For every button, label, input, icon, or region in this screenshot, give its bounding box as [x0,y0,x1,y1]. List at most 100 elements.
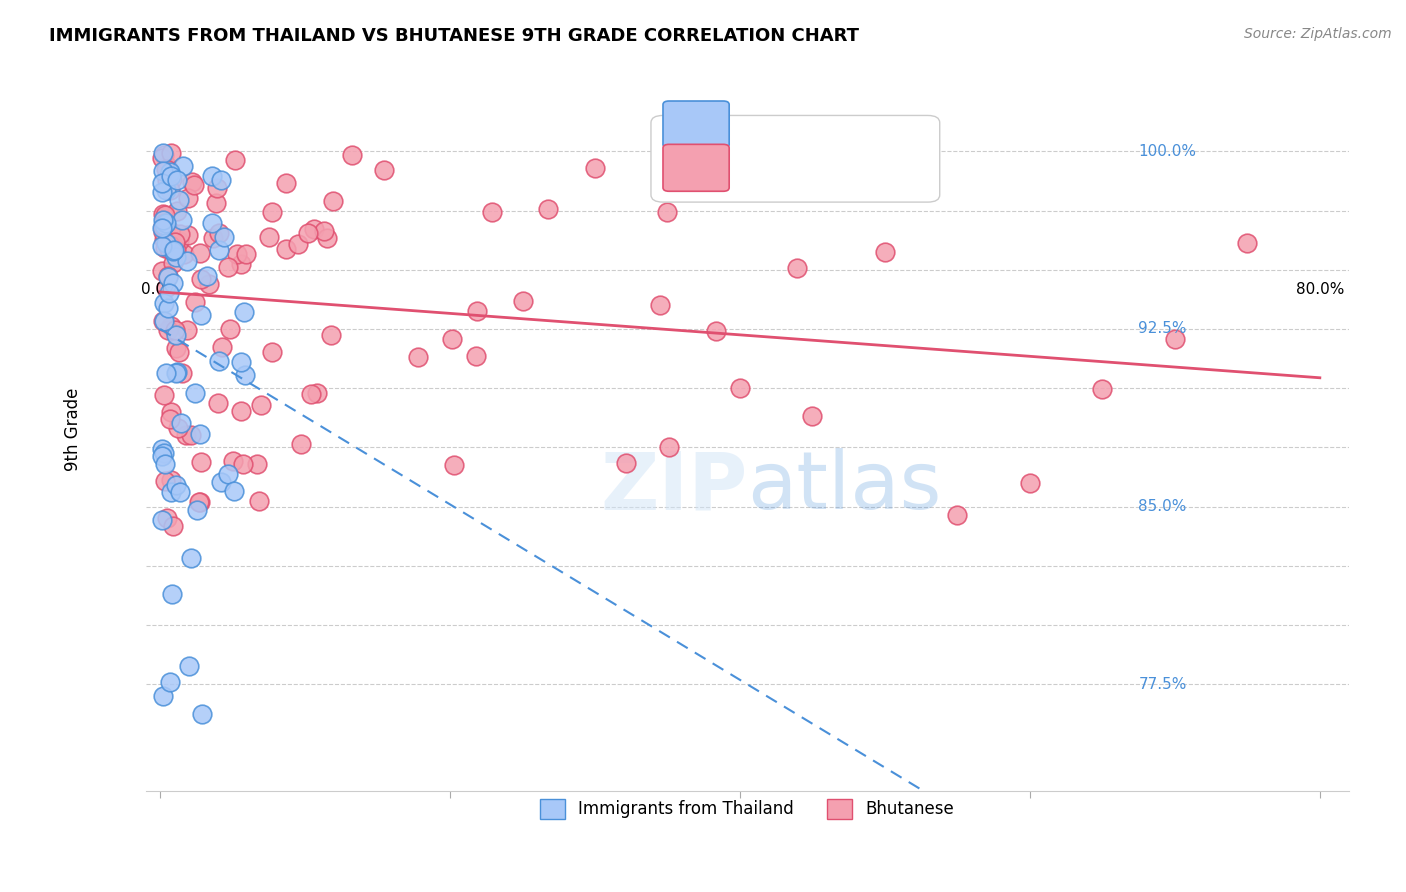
Point [232,305,254,319]
Point [172,366,194,380]
Point [786,261,808,276]
Point [155,281,177,295]
Point [201,216,224,230]
Point [152,226,174,240]
Point [207,396,229,410]
Point [190,272,212,286]
Text: N =  63: N = 63 [844,113,917,132]
Point [190,455,212,469]
Point [188,495,211,509]
Point [658,440,681,454]
Point [155,366,177,380]
FancyBboxPatch shape [651,115,939,202]
Point [342,147,364,161]
Point [212,229,235,244]
Point [153,222,176,236]
Point [165,243,187,257]
Point [159,183,181,197]
FancyBboxPatch shape [664,101,730,148]
Text: 0.0%: 0.0% [141,282,180,296]
Point [537,202,560,217]
Point [301,387,323,401]
Point [163,323,186,337]
Point [150,264,173,278]
Point [648,298,671,312]
Point [163,243,186,257]
Point [153,296,176,310]
Point [166,420,188,434]
Point [169,484,191,499]
Point [165,250,187,264]
Point [156,159,179,173]
Point [166,365,188,379]
Point [226,247,249,261]
Point [150,152,173,166]
Point [177,227,200,242]
Point [198,277,221,291]
Point [312,224,335,238]
FancyBboxPatch shape [664,145,730,191]
Point [159,484,181,499]
Point [162,244,184,259]
Point [152,218,174,232]
Point [157,301,180,316]
Point [155,216,177,230]
Point [176,253,198,268]
Point [218,322,240,336]
Legend: Immigrants from Thailand, Bhutanese: Immigrants from Thailand, Bhutanese [533,792,962,826]
Point [162,256,184,270]
Point [150,185,173,199]
Point [801,409,824,423]
Point [150,176,173,190]
Point [1019,475,1042,490]
Point [162,518,184,533]
Point [443,458,465,473]
Point [222,454,245,468]
Point [177,658,200,673]
Text: 9th Grade: 9th Grade [65,388,83,471]
Point [166,173,188,187]
Text: Source: ZipAtlas.com: Source: ZipAtlas.com [1244,27,1392,41]
Point [246,457,269,471]
Point [173,246,195,260]
Point [155,161,177,176]
Point [208,353,231,368]
Text: 92.5%: 92.5% [1139,321,1187,336]
Point [205,195,228,210]
Point [217,467,239,481]
Point [153,241,176,255]
Point [728,381,751,395]
Point [229,404,252,418]
Point [169,227,191,241]
Point [159,405,181,419]
Point [583,161,606,176]
Point [159,473,181,487]
Point [150,221,173,235]
Point [297,226,319,240]
Point [373,162,395,177]
Point [166,203,188,218]
Point [152,690,174,704]
Point [153,216,176,230]
Point [657,204,679,219]
Point [1236,236,1258,251]
Point [152,207,174,221]
Point [152,164,174,178]
Point [224,153,246,168]
Point [512,294,534,309]
Point [441,332,464,346]
Point [162,277,184,291]
Point [165,341,187,355]
Point [205,181,228,195]
Point [1091,382,1114,396]
Point [165,477,187,491]
Point [159,169,181,183]
Point [172,159,194,173]
Point [873,244,896,259]
Point [201,231,224,245]
Point [307,386,329,401]
Point [159,238,181,252]
Point [481,205,503,219]
Point [165,366,187,380]
Text: 80.0%: 80.0% [1296,282,1344,296]
